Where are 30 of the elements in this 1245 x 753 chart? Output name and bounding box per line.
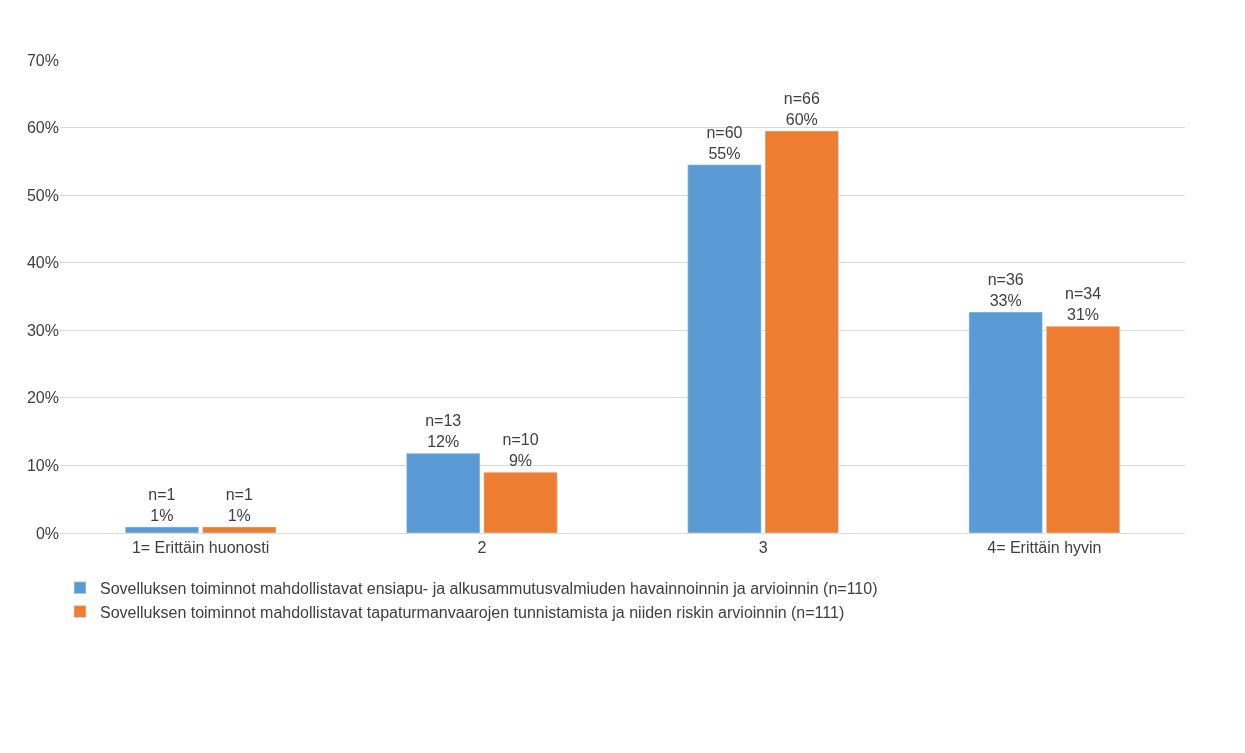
data-label: n=60 55% [706, 123, 743, 162]
x-tick-label: 1= Erittäin huonosti [131, 539, 270, 557]
bar [1046, 325, 1121, 533]
y-tick-label: 50% [26, 186, 59, 204]
data-label: n=1 1% [148, 486, 176, 524]
x-tick-label: 3 [758, 539, 768, 557]
y-tick-label: 70% [26, 51, 59, 69]
bar [764, 130, 839, 533]
y-tick-label: 10% [26, 457, 59, 475]
data-label: n=36 33% [987, 271, 1024, 310]
bar [483, 471, 558, 533]
legend-label: Sovelluksen toiminnot mahdollistavat tapaturmanvaarojen tunnistamista ja niiden riskin arvioinnin (n=111) [100, 603, 845, 621]
bar [968, 311, 1043, 533]
data-label: n=1 1% [225, 486, 253, 524]
x-tick-label: 2 [477, 539, 487, 557]
y-tick-label: 20% [26, 389, 59, 407]
data-label: n=66 60% [783, 90, 820, 128]
bar [124, 526, 199, 533]
bar [687, 164, 762, 533]
data-label: n=10 9% [502, 431, 539, 470]
data-label: n=34 31% [1064, 285, 1102, 324]
legend-label: Sovelluksen toiminnot mahdollistavat ensiapu- ja alkusammutusvalmiuden havainnoinnin ja arvioinnin (n=110) [100, 579, 878, 597]
y-tick-label: 0% [35, 524, 59, 542]
bar [406, 453, 481, 533]
x-tick-label: 4= Erittäin hyvin [987, 539, 1102, 557]
bar [202, 526, 277, 533]
data-label: n=13 12% [425, 412, 462, 451]
y-tick-label: 60% [26, 119, 59, 137]
y-tick-label: 40% [26, 254, 59, 272]
y-tick-label: 30% [26, 321, 59, 339]
